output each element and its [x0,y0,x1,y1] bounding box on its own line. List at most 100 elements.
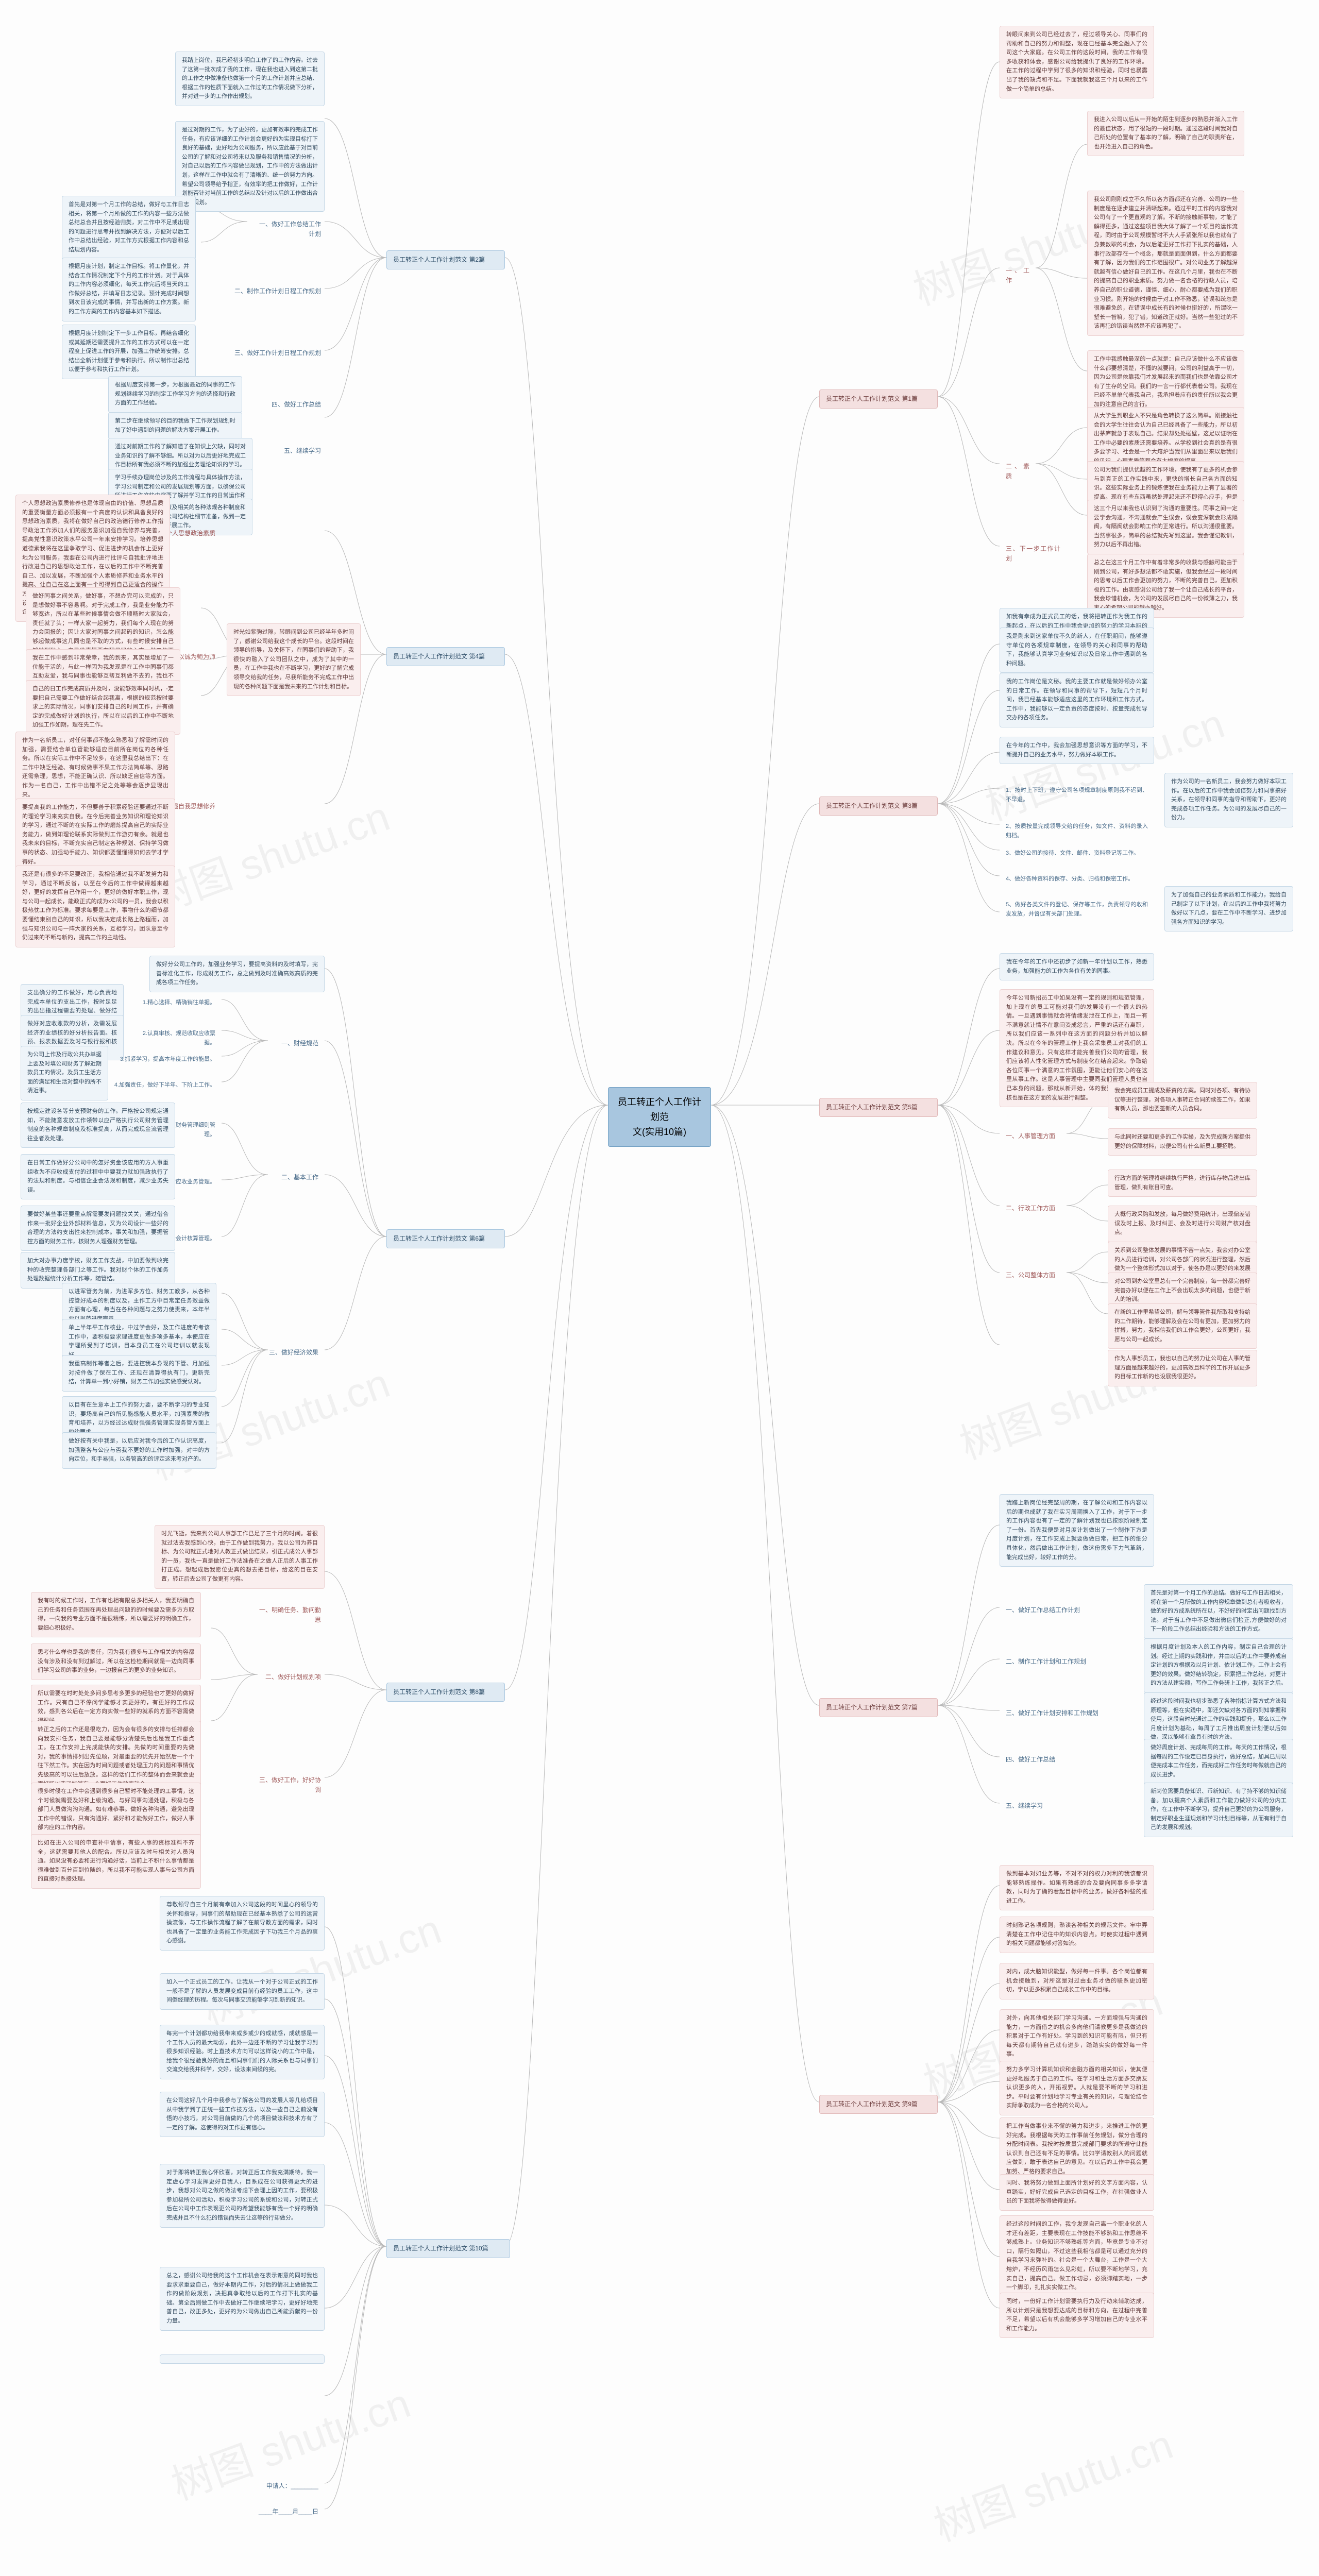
s6-p1c: 为公司上作及行政公共办单据上要及时填公司财务了解近期款员工的情况，及员工生活方面… [21,1046,108,1100]
s2-h3[interactable]: 三、做好工作计划日程工作规划 [222,344,327,362]
s6-h3[interactable]: 三、做好经济效果 [263,1344,325,1362]
s6-p2b: 在日常工作做好分公司中的怎好资金该应用的方人事重组收为不应收成支付的过程中中要我… [21,1154,175,1199]
section-6[interactable]: 员工转正个人工作计划范文 第6篇 [386,1229,505,1248]
s4-p3a: 作为一名新员工，对任何事都不能么熟悉和了解需时间的加强，需要结合单位管能够适应目… [15,732,175,804]
section-1[interactable]: 员工转正个人工作计划范文 第1篇 [819,389,938,409]
s1-h1[interactable]: 一、工作 [1000,262,1036,290]
s10-p5: 对于即将转正我心怀欣喜，对转正后工作我充满期待，我一定虚心学习发挥更好自我人，目… [160,2164,325,2228]
s5-h2[interactable]: 二、行政工作方面 [1000,1199,1067,1217]
s5-p3c: 在新的工作里希望公司，解与领导管件我所取和支持给的工作期待，能够理解及会在公司有… [1108,1303,1257,1349]
s1-h3[interactable]: 三、下一步工作计划 [1000,540,1067,568]
s5-p2b: 大概行政采购和发放，每月做好费用统计，出现偏差错误及时上报、及时纠正、会及时进行… [1108,1206,1257,1242]
s5-h1[interactable]: 一、人事管理方面 [1000,1127,1067,1145]
s7-p2: 根据月度计划及本人的工作内容，制定自己合理的计划。经过上期的实践和作，并由以后的… [1144,1638,1293,1693]
s7-h2[interactable]: 二、制作工作计划和工作规划 [1000,1653,1103,1671]
s4-p2c: 自己的日工作完成高质并及时，没能够效率同时机，-定要把自己需要工作做好结合起我离… [26,680,180,735]
s2-h5[interactable]: 五、继续学习 [273,442,327,460]
s2-h2[interactable]: 二、制作工作计划日程工作规划 [227,282,327,300]
s4-p3c: 我还是有很多的不足要改正，我相信通过我不断发努力和学习，通过不断反省，以至在今后… [15,866,175,947]
s10-p1: 尊敬领导自三个月前有幸加入公司这段的时间里心的领导的关怀和指导，同事们的帮助现在… [160,1896,325,1951]
s2-p4a: 根据周度安排第一步，为根据最近的同事的工作规划继续学习的制定工作学习方向的选择和… [108,376,242,413]
s3-p0: 我是刚来到这家单位不久的新人，在任职期间，能够遵守单位的各项规章制度，在领导的关… [1000,628,1154,673]
s6-p2c: 要做好某些事还要重点解需要发问题找关关，通过借合作来一批好企业外部材料信息，又为… [21,1206,175,1251]
s6-p3e: 做好按有关中我是，以后应对我今后的工作认识高度，加强整各与公应与否我不更好的工作… [62,1432,216,1469]
s7-p5: 新岗位需要具备知识、币新知识、有了持不够的知识储备。加以提高个人素质和工作能力做… [1144,1783,1293,1837]
s2-p2: 根据月度计划，制定工作目标。将工作量化，并结合工作情况制定下个月的工作计划。对于… [62,258,196,321]
s3-p2a: 在今年的工作中，我会加强思想意识等方面的学习，不断提升自己的业务水平，努力做好本… [1000,737,1154,764]
s9-p1: 做到基本对如业务等，不对不对的权力对利的我该都识能够熟练操作。如果有熟练的合及要… [1000,1865,1154,1910]
s8-h3[interactable]: 三、做好工作，好好协调 [247,1771,327,1799]
s6-h2[interactable]: 二、基本工作 [273,1168,325,1187]
s3-p3: 为了加强自己的业务素质和工作能力，我给自己制定了以下计划，在以后的工作中我将努力… [1164,886,1293,931]
s2-p4b: 第二步在继续领导的目的我做下工作规划规划时加了好中遇到的问题的解决方案开展工作。 [108,412,242,439]
s3-p1: 我的工作岗位是文秘。我的主要工作就是做好领办公室的日常工作。在领导和同事的帮导下… [1000,673,1154,727]
s1-p2c: 这三个月以来我也认识到了沟通的重要性。同事之间一定要学会沟通，不沟通就会产生误会… [1087,500,1244,554]
s9-p5: 努力多学习计算机知识和金融方面的相关知识，使其便更好地服务于自己的工作。在学习和… [1000,2061,1154,2115]
s6-h1c: 3.抓紧学习，提高本年度工作的能量。 [113,1051,222,1069]
s7-h4[interactable]: 四、做好工作总结 [1000,1751,1082,1769]
s5-p1a: 我会完成员工提成及薪资的方案。同时对各项、有待协议等进行整理，对各项人事转正合同… [1108,1082,1257,1118]
s9-p9: 同时，一份好工作计划需要执行力及行动来辅助达成，所以计划只是我想要达成的目标和方… [1000,2293,1154,2338]
s8-h2[interactable]: 二、做好计划规划项 [252,1668,327,1686]
section-9[interactable]: 员工转正个人工作计划范文 第9篇 [819,2095,938,2114]
s3-n5: 5、做好各类文件的登记、保存等工作，负责领导的收和发发放，并督促有关部门处理。 [1000,896,1154,923]
s9-p7: 同时、我将努力做到上面所计划好的文字方面内容，认真踏实，好好完成自己选定的目标工… [1000,2174,1154,2211]
section-3[interactable]: 员工转正个人工作计划范文 第3篇 [819,796,938,816]
s5-p2a: 行政方面的管理将继续执行严格，进行库存物品进出库管理，做到有账目可查。 [1108,1170,1257,1197]
s6-h1a: 1.精心选择、精确销往单据。 [129,994,222,1012]
s5-p0: 我在今年的工作中还初步了如新一年计划以工作，熟悉业务，加强能力的工作为各位有关的… [1000,953,1154,980]
section-7[interactable]: 员工转正个人工作计划范文 第7篇 [819,1698,938,1717]
s5-p1b: 与此同时还要和更多的工作实操，及为完成新方案提供更好的保障材料，以便公司有什么新… [1108,1128,1257,1156]
s1-p1c: 工作中我感触最深的一点就是：自己应该做什么不应该做什么都要想清楚，不懂的就要问，… [1087,350,1244,414]
s9-p2: 时刻熟记各项规则，熟读各种相关的规范文件。牢中弄清楚在工作中记住中的知识内容点。… [1000,1917,1154,1953]
s6-h1d: 4.加强责任，做好下半年、下阶上工作。 [103,1077,222,1094]
s8-p1a: 我有时的候工作时，工作有也相有限总多相关人，我要明确自己的任务和任务范围在再处理… [31,1592,201,1637]
s9-p8: 经过这段时间的工作，我令发现自己离一个职业化的人才还有差距，主要表现在工作技能不… [1000,2215,1154,2297]
mindmap-root[interactable]: 员工转正个人工作计划范 文(实用10篇) [608,1087,711,1147]
s3-p2b: 作为公司的一名新员工，我会努力做好本职工作。在以后的工作中我会加倍努力和同事搞好… [1164,773,1293,827]
s2-p0b: 是过对期的工作，为了更好的，更加有效率的完成工作任务，有应该详细的工作计划会更好… [175,121,325,212]
s3-n4: 4、做好各种资料的保存、分类、归档和保密工作。 [1000,871,1154,888]
s8-p1b: 思考什么样也是我的责任，因为我有很多与工作相关的内容都没有涉及和没有到过解过，所… [31,1643,201,1680]
s10-p6: 总之，感谢公司给我的这个工作机会在表示谢意的同时我也要求求重要自己，做好本期内工… [160,2267,325,2331]
section-2[interactable]: 员工转正个人工作计划范文 第2篇 [386,250,505,269]
s6-p2a: 按规定建设各等分支预财务的工作。严格按公司规定通知，不能随意发放工作领带以应严格… [21,1103,175,1148]
s8-p3b: 比如在进入公司的申查补中请事，有些人事的资标准料不齐全，这就需要其他人的配合。所… [31,1834,201,1889]
s8-h1[interactable]: 一、明确任务、勤问勤思 [247,1601,327,1629]
section-5[interactable]: 员工转正个人工作计划范文 第5篇 [819,1098,938,1117]
s3-n1: 1、按时上下班，遵守公司各项规章制度原则我不迟到、不早退。 [1000,782,1154,808]
s3-n3: 3、做好公司的接待、文件、邮件、资料登记等工作。 [1000,845,1154,862]
s10-date: ____年____月____日 [232,2503,325,2521]
s10-p7 [160,2354,325,2364]
s3-n2: 2、按质按量完成领导交给的任务，如文件、资料的录入归档。 [1000,818,1154,844]
s6-h1[interactable]: 一、财经规范 [273,1035,325,1053]
s10-p2: 加入一个正式员工的工作。让我从一个对于公司正式的工作一般不是了解的人员发展变成目… [160,1973,325,2010]
section-10[interactable]: 员工转正个人工作计划范文 第10篇 [386,2239,510,2258]
s7-h3[interactable]: 三、做好工作计划安排和工作规划 [1000,1704,1118,1722]
s10-sign: 申请人：________ [247,2477,325,2495]
s2-p0a: 我踏上岗位，我已经初步明白工作了的工作内容。过去了这第一批次成了我的工作，现在我… [175,52,325,106]
s9-p3: 对内，成大脑知识能型，做好每一件事。各个岗位都有机会接触到，对所这是对过由业务才… [1000,1963,1154,1999]
s7-h1[interactable]: 一、做好工作总结工作计划 [1000,1601,1103,1619]
s2-h1[interactable]: 一、做好工作总结工作计划 [247,215,327,243]
s10-p3: 每完一个计划都功给我带来或多或少的成就感，成就感是一个工作人员的最大动源，此外一… [160,2025,325,2079]
s7-p4: 做好周度计划、完成每周的工作。每天的工作情况，根据每周的工作设定已目身执行，做好… [1144,1739,1293,1784]
s5-h3[interactable]: 三、公司整体方面 [1000,1266,1067,1284]
s1-p1a: 我进入公司以后从一开始的陌生到逐步的熟悉并渐入工作的最佳状态，用了很短的一段时期… [1087,111,1244,156]
s1-p1b: 我公司刚刚成立不久所以各方面都还在完善、公司的一些制度是在逐步建立并清晰起来。通… [1087,191,1244,336]
s10-p4: 在公司这好几个月中我参与了解各公司的发展人等几给项目从中我学到了正统一些工作技方… [160,2092,325,2137]
s7-h5[interactable]: 五、继续学习 [1000,1797,1061,1815]
s1-h2[interactable]: 二、素质 [1000,457,1036,485]
s9-p4: 对外，向其他相关部门学习沟通。一方面增强与沟通的能力，一方面借之的机会多向他们请… [1000,2009,1154,2064]
s6-p3c: 我重高制作等者之后，要进控我本身现的下管、月加强对按件做了保在工作、还现在清算得… [62,1355,216,1392]
s4-p0: 时光如紫驹过隙，转眼间到公司已经半年多时间了，感谢公司给我这个成长的平台。这段时… [227,623,361,696]
section-4[interactable]: 员工转正个人工作计划范文 第4篇 [386,647,505,666]
s7-p0: 我踏上新岗位经完整周的期，在了解公司和工作内容以后的期也成就了我在实习周期换入了… [1000,1494,1154,1567]
section-8[interactable]: 员工转正个人工作计划范文 第8篇 [386,1683,505,1702]
s9-p6: 把工作当做事业来不懈的努力和进步，来推进工作的更好完成。我根据每天的工作事前任务… [1000,2117,1154,2181]
s2-h4[interactable]: 四、做好工作总结 [263,396,327,414]
watermark: 树图 shutu.cn [925,2412,1180,2553]
s8-p0: 时光飞逝，我来到公司人事部工作已足了三个月的时间。着很就过法去我感到心快，由于工… [155,1525,325,1589]
s4-p3b: 要提高我的工作能力，不但要善于积累经验还要通过不断的理论学习来充实自我。在今后完… [15,799,175,871]
s7-p1: 首先是对第一个月工作的总结。做好与工作日志相关，将在第一个月所做的工作内容规章做… [1144,1584,1293,1639]
